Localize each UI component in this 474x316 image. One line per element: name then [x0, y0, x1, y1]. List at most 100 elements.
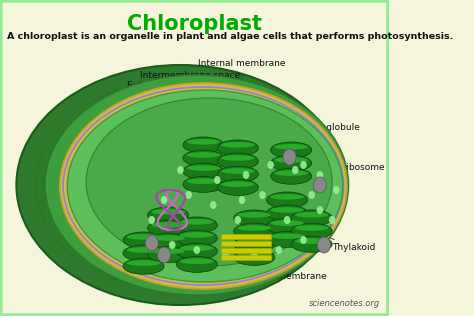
Ellipse shape: [151, 235, 185, 241]
Ellipse shape: [176, 217, 218, 233]
Ellipse shape: [60, 83, 347, 289]
Ellipse shape: [291, 210, 332, 226]
Ellipse shape: [266, 205, 308, 221]
Ellipse shape: [221, 181, 255, 187]
Text: Lamella: Lamella: [177, 253, 239, 281]
Ellipse shape: [292, 166, 299, 174]
Ellipse shape: [295, 212, 328, 218]
Ellipse shape: [295, 225, 328, 231]
Text: Intermembrane space: Intermembrane space: [140, 71, 240, 89]
Text: Plastoglobule: Plastoglobule: [292, 124, 360, 155]
Ellipse shape: [239, 196, 245, 204]
Ellipse shape: [266, 231, 308, 247]
Ellipse shape: [123, 232, 164, 248]
Ellipse shape: [237, 238, 271, 244]
Ellipse shape: [329, 216, 336, 224]
Ellipse shape: [274, 170, 308, 176]
Ellipse shape: [147, 233, 189, 249]
Ellipse shape: [218, 166, 258, 182]
Ellipse shape: [176, 256, 218, 272]
Ellipse shape: [283, 149, 296, 165]
Ellipse shape: [291, 236, 332, 252]
Text: sciencenotes.org: sciencenotes.org: [310, 299, 381, 308]
Ellipse shape: [151, 248, 185, 254]
Ellipse shape: [270, 207, 304, 213]
Ellipse shape: [180, 219, 214, 225]
Ellipse shape: [123, 245, 164, 261]
Text: Lumen: Lumen: [227, 255, 257, 284]
Bar: [221, 255, 271, 260]
Ellipse shape: [177, 166, 184, 174]
Ellipse shape: [317, 206, 323, 214]
Ellipse shape: [266, 192, 308, 208]
Ellipse shape: [123, 258, 164, 274]
Ellipse shape: [309, 191, 315, 199]
Ellipse shape: [180, 232, 214, 238]
Ellipse shape: [234, 223, 275, 239]
Ellipse shape: [187, 165, 220, 171]
Ellipse shape: [176, 230, 218, 246]
Ellipse shape: [67, 90, 343, 282]
FancyBboxPatch shape: [1, 1, 388, 315]
Ellipse shape: [270, 194, 304, 200]
Text: Chloroplast
DNA: Chloroplast DNA: [49, 175, 170, 209]
Ellipse shape: [176, 243, 218, 259]
Bar: [221, 234, 271, 239]
Ellipse shape: [187, 139, 220, 145]
Ellipse shape: [185, 191, 192, 199]
Ellipse shape: [86, 98, 332, 266]
Ellipse shape: [180, 245, 214, 251]
Ellipse shape: [183, 163, 224, 179]
Text: Thylakoid membrane: Thylakoid membrane: [231, 255, 327, 281]
Ellipse shape: [148, 216, 155, 224]
Ellipse shape: [161, 196, 167, 204]
Ellipse shape: [151, 209, 185, 215]
Ellipse shape: [183, 150, 224, 166]
Ellipse shape: [145, 235, 158, 251]
Ellipse shape: [127, 260, 160, 266]
Text: Granum: Granum: [119, 129, 188, 173]
Ellipse shape: [295, 238, 328, 244]
Text: Thylakoid: Thylakoid: [314, 231, 375, 252]
Ellipse shape: [270, 220, 304, 226]
Ellipse shape: [221, 155, 255, 161]
Ellipse shape: [187, 178, 220, 184]
Ellipse shape: [147, 246, 189, 262]
Ellipse shape: [218, 153, 258, 169]
Ellipse shape: [127, 247, 160, 253]
Text: Stroma: Stroma: [53, 214, 157, 222]
Ellipse shape: [251, 251, 257, 259]
Ellipse shape: [193, 246, 200, 254]
Ellipse shape: [147, 220, 189, 236]
Ellipse shape: [222, 251, 229, 259]
Ellipse shape: [234, 249, 275, 265]
Bar: [221, 248, 271, 253]
Ellipse shape: [218, 140, 258, 156]
Ellipse shape: [234, 236, 275, 252]
Ellipse shape: [183, 176, 224, 192]
Ellipse shape: [291, 223, 332, 239]
Ellipse shape: [275, 246, 282, 254]
Ellipse shape: [237, 212, 271, 218]
Ellipse shape: [210, 201, 217, 209]
Ellipse shape: [127, 234, 160, 240]
Ellipse shape: [284, 216, 291, 224]
Text: Ribosome: Ribosome: [322, 163, 385, 184]
Ellipse shape: [221, 168, 255, 174]
Ellipse shape: [274, 157, 308, 163]
Ellipse shape: [187, 152, 220, 158]
Ellipse shape: [317, 171, 323, 179]
Ellipse shape: [169, 241, 175, 249]
Ellipse shape: [300, 161, 307, 169]
Ellipse shape: [313, 177, 327, 193]
Bar: [221, 241, 271, 246]
Ellipse shape: [45, 75, 348, 295]
Ellipse shape: [266, 218, 308, 234]
Text: Internal membrane: Internal membrane: [198, 59, 286, 80]
Ellipse shape: [180, 258, 214, 264]
Ellipse shape: [271, 142, 312, 158]
Ellipse shape: [234, 210, 275, 226]
Ellipse shape: [318, 237, 330, 253]
Ellipse shape: [221, 142, 255, 148]
Text: A chloroplast is an organelle in plant and algae cells that performs photosynthe: A chloroplast is an organelle in plant a…: [7, 32, 453, 41]
